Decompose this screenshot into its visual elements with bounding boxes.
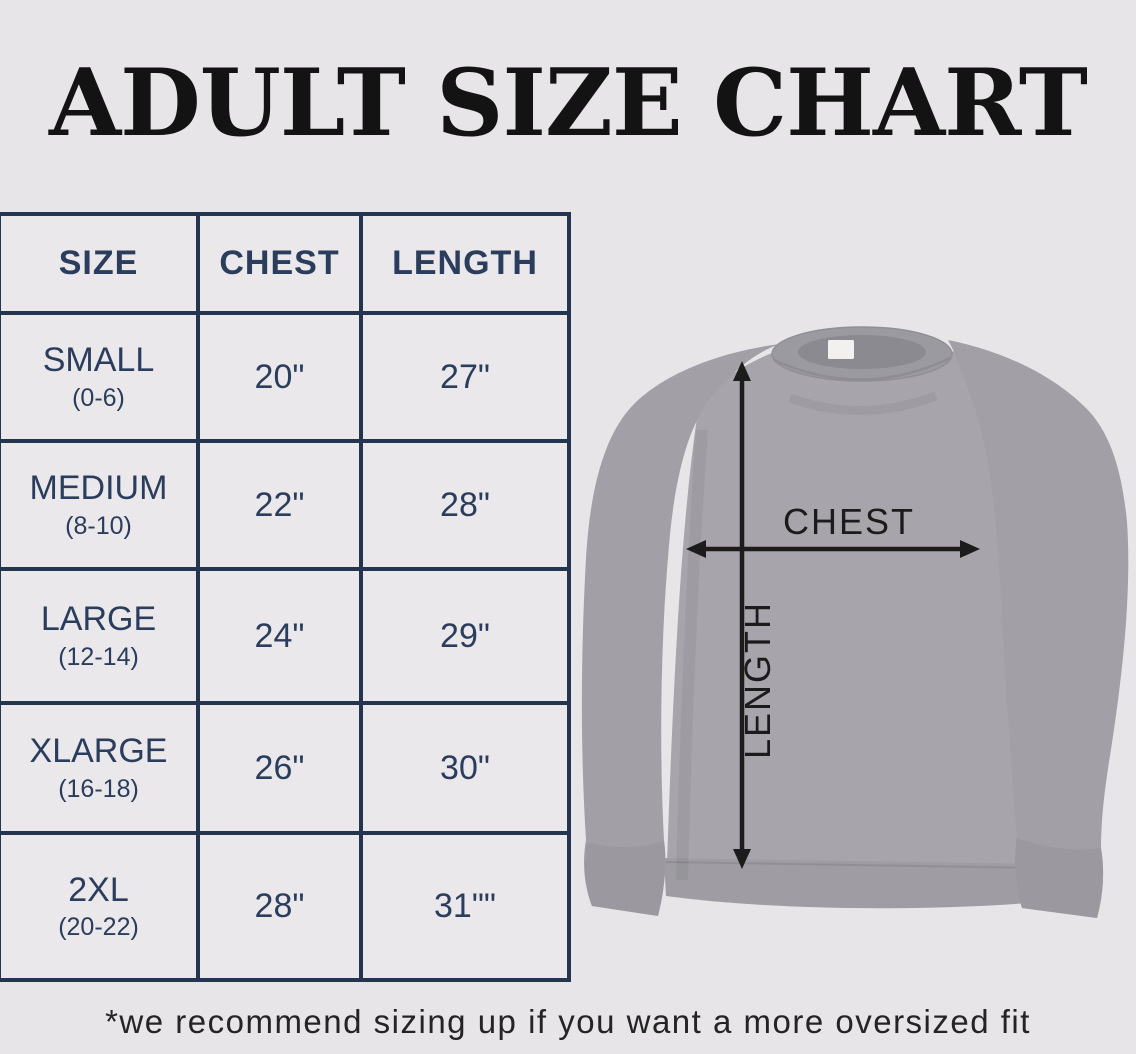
- size-name: SMALL: [42, 341, 155, 380]
- right-cuff: [1014, 838, 1104, 918]
- length-value: 30": [359, 701, 571, 835]
- table-row-large: LARGE (12-14) 24" 29": [0, 567, 571, 705]
- table-header-row: SIZE CHEST LENGTH: [0, 212, 571, 315]
- length-value: 27": [359, 311, 571, 443]
- size-age-range: (20-22): [58, 913, 139, 942]
- chest-value: 20": [196, 311, 363, 443]
- chest-label: CHEST: [783, 501, 915, 542]
- table-row-xlarge: XLARGE (16-18) 26" 30": [0, 701, 571, 835]
- size-cell: XLARGE (16-18): [0, 701, 200, 835]
- sweatshirt-diagram: CHEST LENGTH: [581, 326, 1129, 918]
- size-name: 2XL: [68, 870, 129, 909]
- size-age-range: (0-6): [72, 383, 125, 412]
- chest-arrow: [686, 540, 980, 558]
- length-value: 31"": [359, 831, 571, 982]
- sweatshirt-left-sleeve: [581, 344, 780, 916]
- size-name: MEDIUM: [29, 469, 168, 508]
- sweatshirt-body: [666, 336, 1080, 900]
- hem-seam: [665, 861, 1043, 869]
- length-value: 29": [359, 567, 571, 705]
- chest-value: 26": [196, 701, 363, 835]
- length-value: 28": [359, 439, 571, 571]
- length-arrow: [733, 361, 751, 869]
- col-header-size: SIZE: [0, 212, 200, 315]
- size-name: LARGE: [40, 600, 157, 639]
- size-cell: MEDIUM (8-10): [0, 439, 200, 571]
- collar-tag: [828, 340, 854, 359]
- collar-opening: [798, 335, 926, 369]
- col-header-length: LENGTH: [359, 212, 571, 315]
- size-age-range: (8-10): [65, 511, 132, 540]
- size-table: SIZE CHEST LENGTH SMALL (0-6) 20" 27" ME…: [0, 212, 571, 982]
- size-cell: LARGE (12-14): [0, 567, 200, 705]
- size-age-range: (12-14): [58, 642, 139, 671]
- sweatshirt-right-sleeve: [948, 340, 1129, 918]
- table-row-2xl: 2XL (20-22) 28" 31"": [0, 831, 571, 982]
- length-label: LENGTH: [737, 601, 778, 759]
- size-cell: SMALL (0-6): [0, 311, 200, 443]
- footnote: *we recommend sizing up if you want a mo…: [105, 1003, 1031, 1040]
- left-cuff: [584, 841, 666, 916]
- size-age-range: (16-18): [58, 774, 139, 803]
- chest-value: 22": [196, 439, 363, 571]
- chest-value: 24": [196, 567, 363, 705]
- size-cell: 2XL (20-22): [0, 831, 200, 982]
- chest-value: 28": [196, 831, 363, 982]
- table-row-medium: MEDIUM (8-10) 22" 28": [0, 439, 571, 571]
- body-crease: [676, 429, 708, 881]
- page-title: ADULT SIZE CHART: [48, 48, 1088, 157]
- chest-crease: [788, 391, 938, 415]
- size-name: XLARGE: [29, 732, 168, 771]
- sweatshirt-hem-band: [664, 858, 1044, 909]
- table-row-small: SMALL (0-6) 20" 27": [0, 311, 571, 443]
- collar-seam: [773, 356, 951, 381]
- col-header-chest: CHEST: [196, 212, 363, 315]
